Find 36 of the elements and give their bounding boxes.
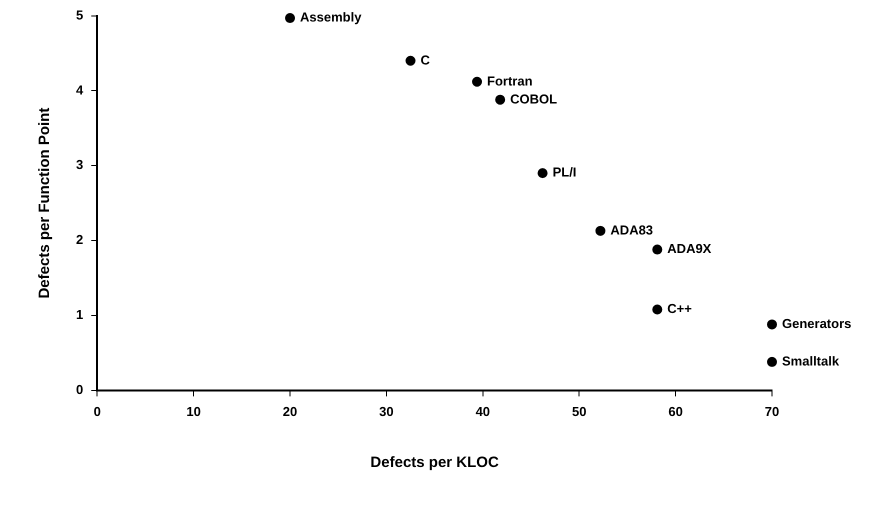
x-tick-label: 0 [94,404,101,419]
point [406,56,416,66]
annotation: C++ [667,301,692,316]
x-tick-label: 20 [282,404,298,419]
x-tick-label: 30 [379,404,394,419]
point [652,304,662,314]
annotation: Fortran [487,73,533,88]
x-tick-label: 10 [186,404,201,419]
x-axis-title: Defects per KLOC [370,454,499,472]
y-tick-label: 0 [76,382,84,397]
point [767,319,777,330]
point [285,13,296,24]
annotation: ADA83 [610,222,654,238]
annotation: C [420,52,431,68]
point [767,356,777,367]
point [595,226,606,236]
y-tick-label: 3 [76,157,84,172]
y-tick-label: 5 [76,7,84,22]
point [652,244,662,255]
point [472,76,482,87]
y-tick-label: 1 [76,307,84,322]
x-tick-label: 40 [476,404,490,419]
y-axis-title: Defects per Function Point [36,108,54,299]
point [538,168,548,178]
point [495,94,506,105]
x-tick-label: 50 [572,404,586,419]
annotation: COBOL [510,91,558,106]
annotation: Assembly [300,10,362,25]
x-tick-label: 60 [668,404,683,419]
annotation: PL/I [552,164,576,180]
annotation: ADA9X [667,241,712,256]
annotation: Smalltalk [782,354,840,369]
annotation: Generators [782,316,852,332]
y-tick-label: 4 [76,82,84,98]
x-tick-label: 70 [764,404,780,419]
y-tick-label: 2 [76,232,84,248]
